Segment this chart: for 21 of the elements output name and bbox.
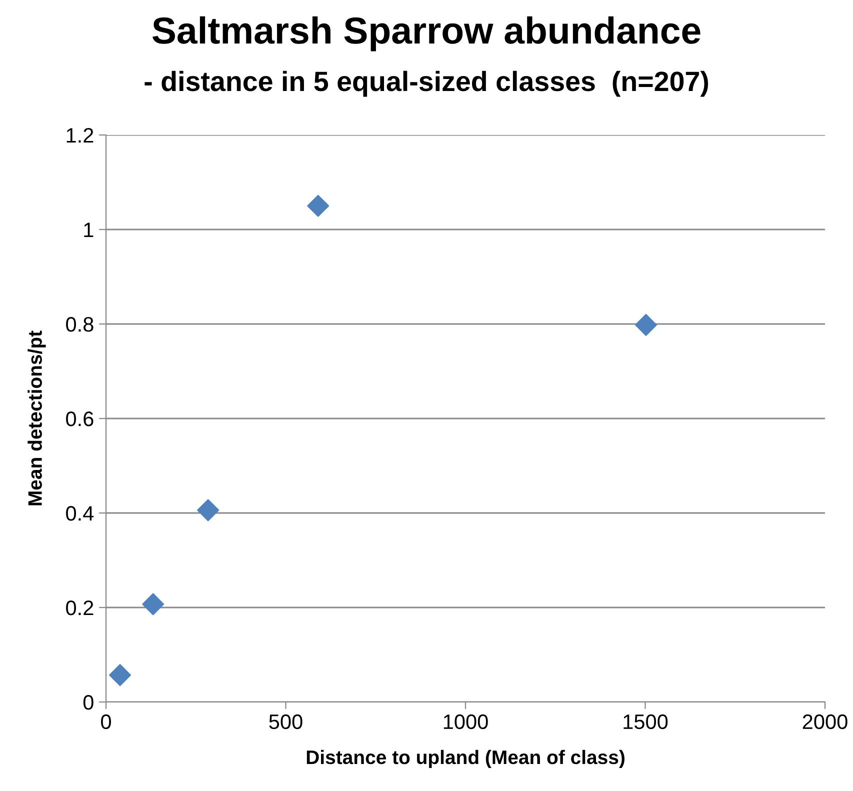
y-tick-label: 0.8: [66, 317, 94, 332]
y-axis-title: Mean detections/pt: [28, 330, 46, 506]
x-tick-label: 2000: [802, 714, 848, 730]
y-tick-label: 0.4: [66, 506, 94, 521]
x-axis-title: Distance to upland (Mean of class): [306, 750, 624, 768]
chart-subtitle: - distance in 5 equal-sized classes (n=207): [144, 70, 708, 97]
x-tick-label: 500: [269, 714, 302, 730]
y-tick-label: 0.6: [66, 412, 94, 426]
x-tick-label: 0: [101, 714, 111, 730]
x-tick-label: 1000: [444, 714, 488, 730]
point: [109, 664, 132, 686]
x-tick-label: 1500: [624, 714, 668, 730]
y-tick-label: 1: [84, 222, 94, 238]
y-tick-label: 0.2: [66, 600, 94, 616]
chart-title: Saltmarsh Sparrow abundance: [152, 16, 700, 52]
point: [307, 194, 330, 217]
point: [197, 499, 220, 522]
point: [142, 593, 164, 616]
point: [634, 314, 657, 336]
y-tick-label: 0: [83, 695, 94, 710]
y-tick-label: 1.2: [66, 128, 94, 143]
